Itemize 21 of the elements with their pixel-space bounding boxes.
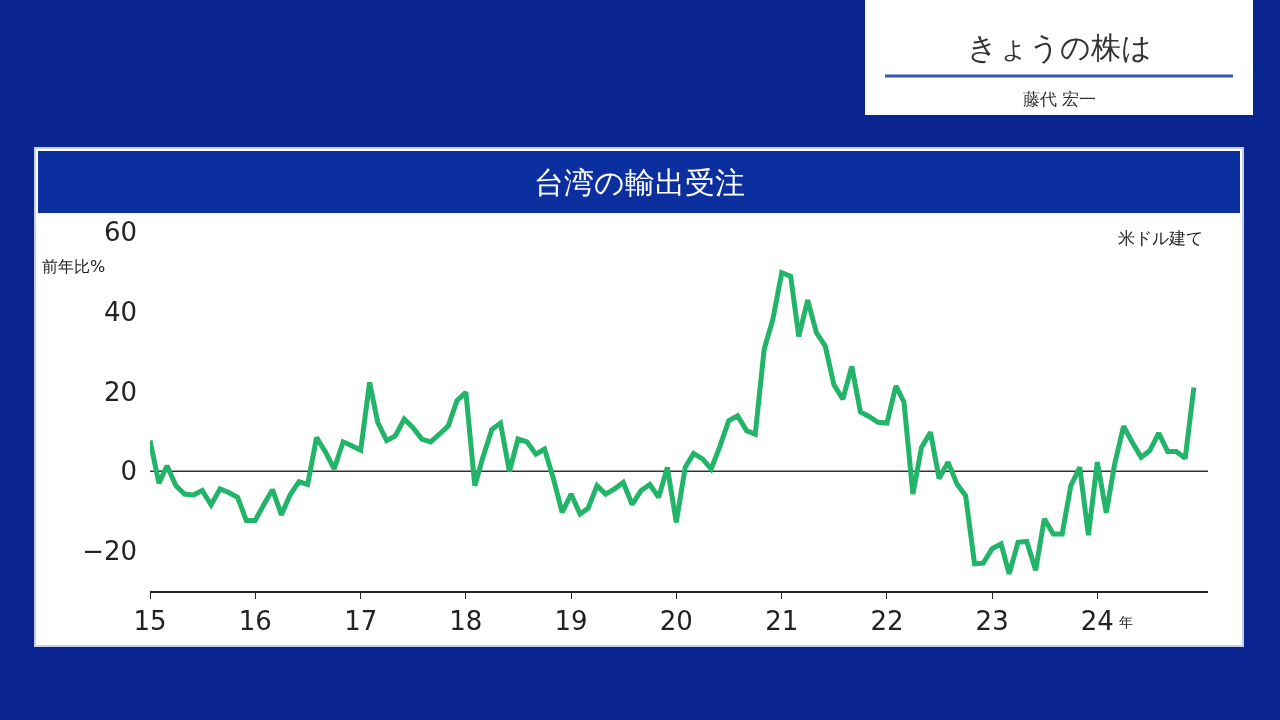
- x-tick-label: 17: [344, 606, 378, 637]
- y-tick-label: 60: [103, 217, 137, 248]
- x-tick-label: 24: [1080, 606, 1114, 637]
- y-axis-title: 前年比%: [42, 257, 106, 276]
- x-tick-label: 20: [659, 606, 693, 637]
- text: 藤代 宏一: [1023, 89, 1097, 109]
- x-tick-label: 18: [449, 606, 483, 637]
- x-tick-label: 23: [975, 606, 1009, 637]
- x-tick-label: 19: [554, 606, 588, 637]
- x-axis-title: 年: [1119, 614, 1133, 630]
- y-tick-label: 0: [120, 456, 137, 487]
- y-tick-label: 20: [103, 376, 137, 407]
- x-tick-label: 22: [870, 606, 904, 637]
- y-tick-label: −20: [82, 536, 137, 567]
- x-tick-label: 21: [765, 606, 799, 637]
- x-tick-label: 15: [133, 606, 167, 637]
- annotation: 米ドル建て: [1118, 228, 1203, 248]
- chart-title: 台湾の輸出受注: [534, 165, 745, 200]
- y-tick-label: 40: [103, 296, 137, 327]
- chart-subtitle: きょうの株は: [967, 30, 1152, 65]
- x-tick-label: 16: [238, 606, 272, 637]
